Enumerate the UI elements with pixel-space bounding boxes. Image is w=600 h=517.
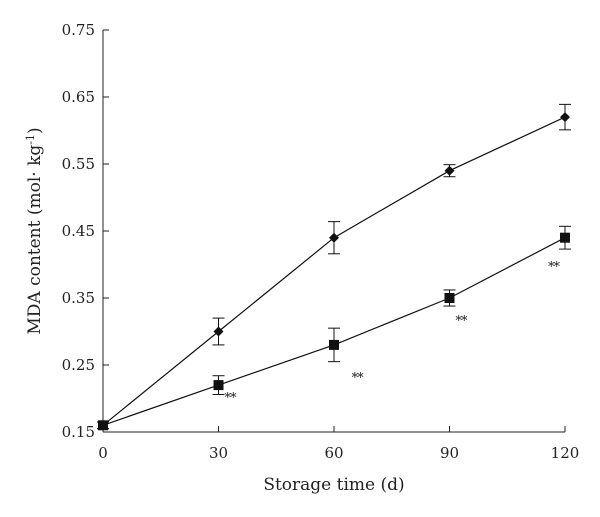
- y-tick-label: 0.25: [62, 356, 95, 374]
- y-tick-label: 0.15: [62, 423, 95, 441]
- significance-marker: **: [456, 314, 469, 329]
- y-tick-label: 0.65: [62, 88, 95, 106]
- y-axis-label-superscript: -1: [24, 134, 37, 145]
- data-point-square: [98, 420, 108, 431]
- y-tick-label: 0.35: [62, 289, 95, 307]
- x-tick-label: 60: [324, 444, 343, 462]
- significance-marker: **: [352, 371, 365, 386]
- y-tick-label: 0.75: [62, 21, 95, 39]
- series-diamond: [97, 103, 571, 431]
- data-point-square: [444, 293, 455, 303]
- annotations: ** ** ** **: [225, 260, 562, 406]
- data-point-square: [560, 232, 570, 243]
- series-layer: [97, 103, 571, 431]
- data-point-square: [213, 380, 224, 391]
- data-point-diamond: [444, 165, 455, 176]
- x-tick-label: 30: [209, 444, 228, 462]
- x-axis-label: Storage time (d): [263, 475, 404, 495]
- data-point-diamond: [329, 232, 339, 243]
- significance-marker: **: [548, 260, 561, 275]
- data-point-square: [329, 339, 339, 350]
- y-axis-label-close: ): [25, 127, 45, 134]
- data-point-diamond: [560, 112, 570, 123]
- x-tick-label: 120: [551, 444, 580, 462]
- y-axis-label-main: MDA content (mol· kg: [25, 145, 45, 335]
- y-axis-label: MDA content (mol· kg-1): [24, 127, 46, 334]
- x-tick-label: 0: [98, 444, 108, 462]
- data-point-diamond: [213, 326, 224, 337]
- y-tick-label: 0.45: [62, 222, 95, 240]
- ticks: 0.15 0.25 0.35 0.45 0.55 0.65 0.75 0 30 60 90 120: [62, 21, 580, 462]
- significance-marker: **: [225, 391, 238, 406]
- series-square: [97, 225, 571, 431]
- series-line: [102, 116, 566, 426]
- y-tick-label: 0.55: [62, 155, 95, 173]
- x-tick-label: 90: [440, 444, 459, 462]
